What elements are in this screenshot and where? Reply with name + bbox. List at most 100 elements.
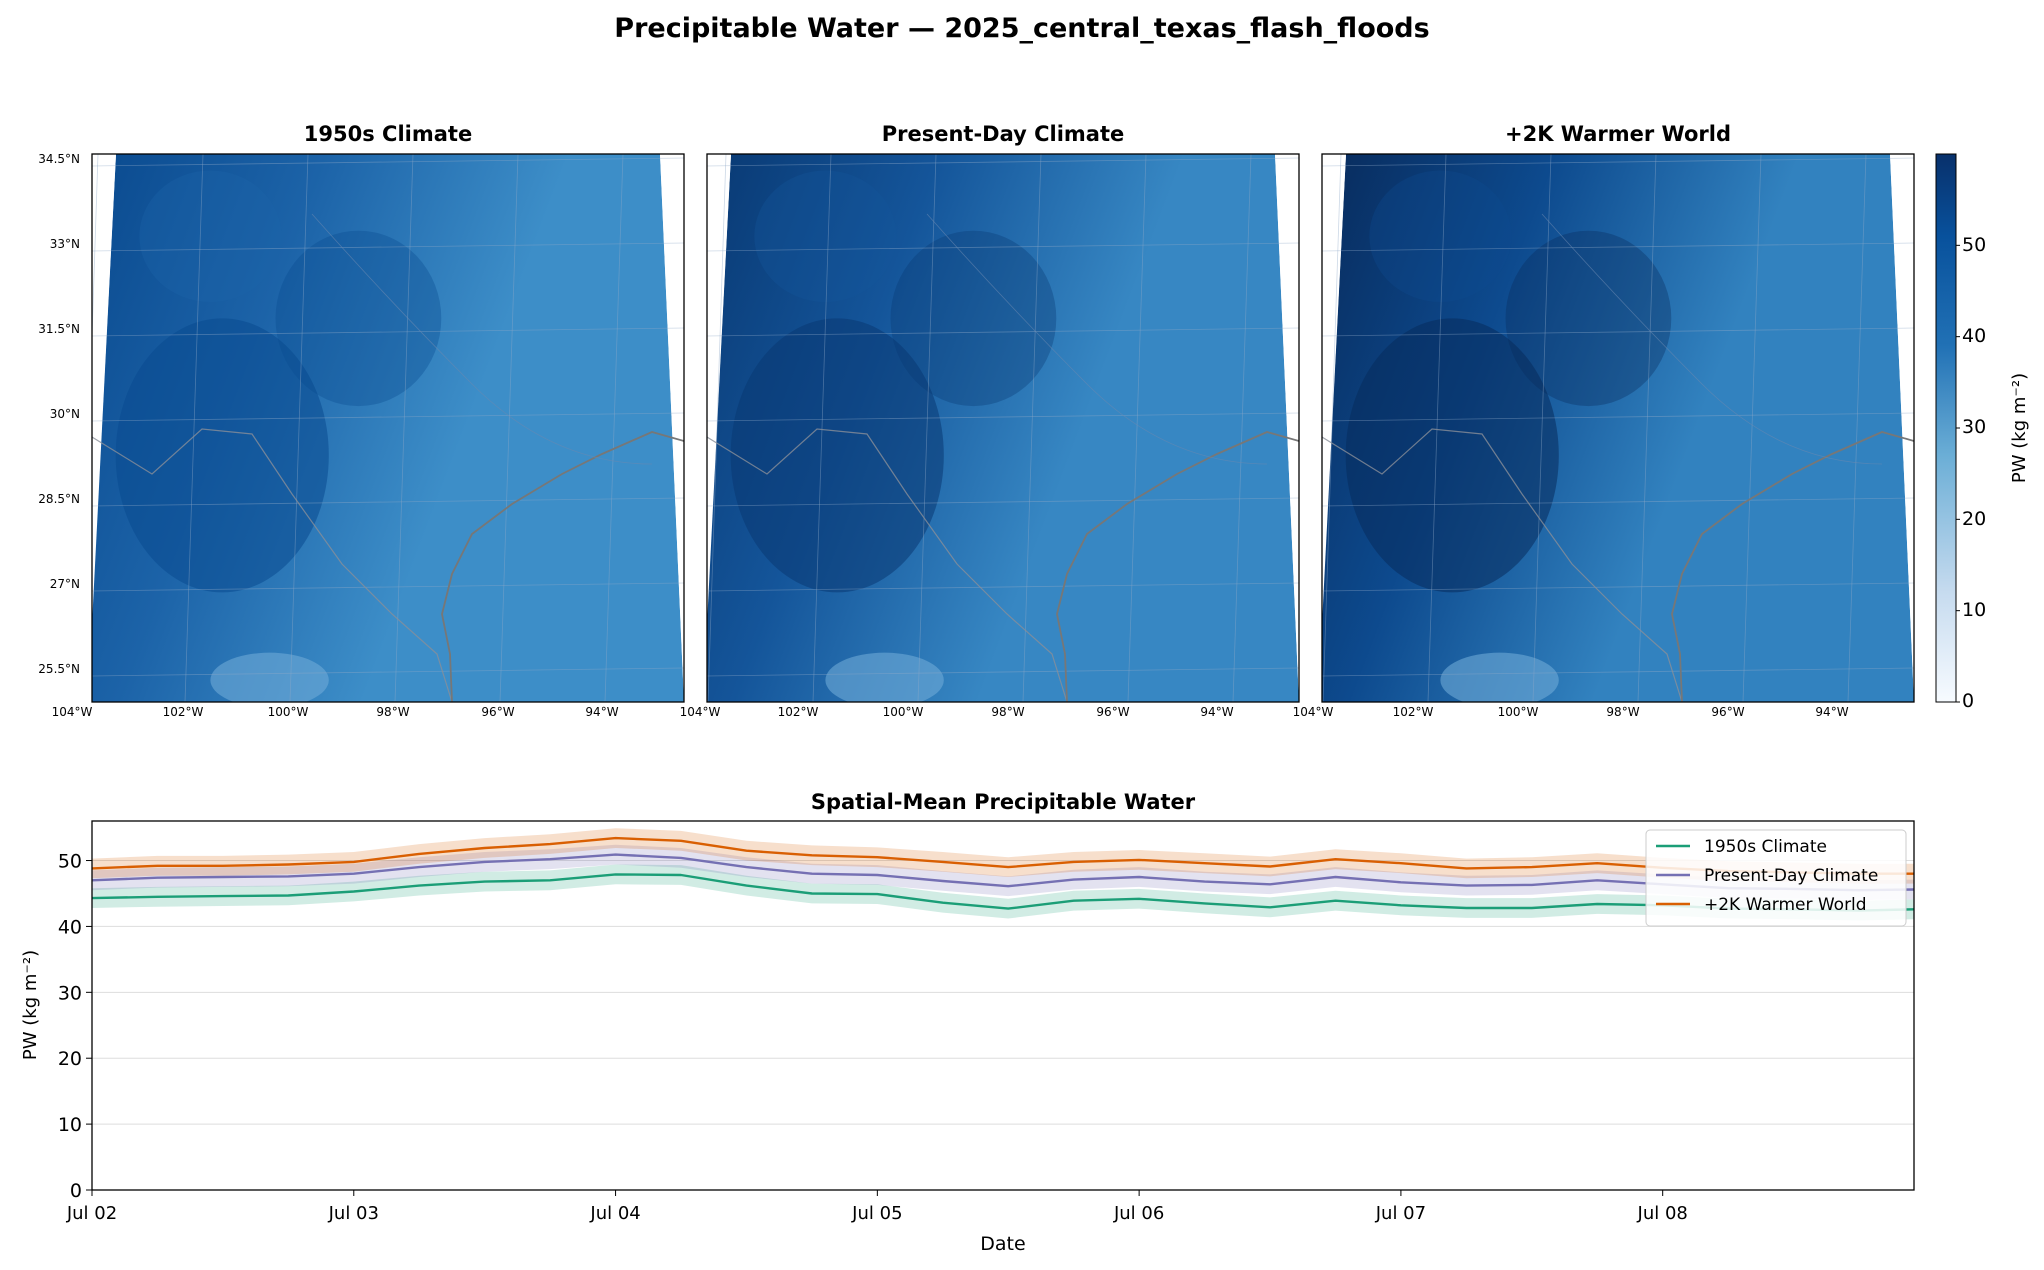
latitude-axis: 34.5°N 33°N 31.5°N 30°N 28.5°N 27°N 25.5… (38, 152, 80, 676)
border-line (92, 428, 453, 702)
river-line (311, 213, 653, 465)
x-tick-label: Jul 07 (1375, 1203, 1426, 1224)
coastline (1671, 431, 1914, 702)
graticule-line (92, 157, 684, 167)
graticule-line (1322, 412, 1914, 422)
lon-tick-label: 94°W (1815, 705, 1848, 719)
lat-tick-label: 28.5°N (38, 492, 80, 506)
chart-title: Spatial-Mean Precipitable Water (811, 790, 1196, 814)
graticule-line (92, 667, 684, 677)
colorbar-tick-label: 30 (1962, 416, 1986, 438)
graticule-line (707, 582, 1299, 592)
graticule-line (917, 154, 937, 702)
map-title-1950s: 1950s Climate (304, 122, 472, 146)
lon-tick-label: 96°W (1096, 705, 1129, 719)
colorbar-gradient (1935, 153, 1957, 703)
graticule-line (92, 582, 684, 592)
colorbar-tick-label: 40 (1962, 325, 1986, 347)
series-line (91, 853, 1915, 892)
lon-tick-label: 102°W (778, 705, 819, 719)
chart-series-lines (91, 836, 1915, 912)
graticule-line (707, 154, 727, 702)
lon-tick-label: 104°W (52, 705, 93, 719)
graticule-line (1427, 154, 1447, 702)
lat-tick-label: 30°N (50, 407, 80, 421)
graticule-line (707, 327, 1299, 337)
lon-tick-label: 104°W (1293, 705, 1334, 719)
lat-tick-label: 27°N (50, 577, 80, 591)
border-line (1322, 428, 1683, 702)
lon-tick-label: 98°W (991, 705, 1024, 719)
uncertainty-band (92, 828, 1914, 884)
graticule-line (92, 412, 684, 422)
graticule-line (92, 242, 684, 252)
graticule-line (1322, 582, 1914, 592)
pw-anomaly (1345, 318, 1559, 593)
lon-tick-label: 100°W (883, 705, 924, 719)
y-tick-label: 20 (58, 1048, 82, 1070)
legend-label-present-day: Present-Day Climate (1704, 866, 1878, 886)
projection-edge (1275, 154, 1299, 702)
lat-tick-label: 31.5°N (38, 322, 80, 336)
graticule-line (604, 154, 624, 702)
y-axis-label: PW (kg m⁻²) (20, 950, 41, 1060)
y-tick-label: 40 (58, 916, 82, 938)
map-panel-plus2k: +2K Warmer World (1321, 122, 1915, 703)
x-tick-label: Jul 02 (66, 1203, 117, 1224)
lon-tick-label: 94°W (1200, 705, 1233, 719)
river-line (926, 213, 1268, 465)
coastline (1056, 431, 1299, 702)
pw-anomaly (210, 652, 329, 702)
graticule-line (1322, 497, 1914, 507)
graticule-line (1532, 154, 1552, 702)
map-title-plus2k: +2K Warmer World (1505, 122, 1731, 146)
pw-field-1950s (92, 154, 684, 702)
pw-anomaly (890, 230, 1057, 407)
lon-tick-label: 98°W (1606, 705, 1639, 719)
map-frame-present-day (706, 153, 1300, 703)
graticule-line (184, 154, 204, 702)
graticule-line (1127, 154, 1147, 702)
y-tick-label: 10 (58, 1114, 82, 1136)
pw-anomaly (1505, 230, 1672, 407)
colorbar-label: PW (kg m⁻²) (2009, 373, 2030, 483)
coastline (441, 431, 684, 702)
graticule-line (1022, 154, 1042, 702)
projection-edge (1890, 154, 1914, 702)
pw-field-present-day (707, 154, 1299, 702)
series-line (91, 873, 1915, 912)
pw-anomaly (1440, 652, 1559, 702)
graticule-line (1847, 154, 1867, 702)
legend-box (1645, 829, 1907, 927)
graticule-line (812, 154, 832, 702)
pw-anomaly (730, 318, 944, 593)
border-line (707, 428, 1068, 702)
lon-tick-label: 98°W (376, 705, 409, 719)
colorbar-tick-label: 10 (1962, 599, 1986, 621)
chart-frame (91, 820, 1915, 1191)
lat-tick-label: 34.5°N (38, 152, 80, 166)
pw-anomaly (1369, 170, 1512, 302)
graticule-line (394, 154, 414, 702)
graticule-line (1322, 667, 1914, 677)
graticule-line (707, 412, 1299, 422)
graticule-line (1742, 154, 1762, 702)
graticule-line (92, 154, 99, 349)
map-panel-1950s: 1950s Climate (91, 122, 685, 703)
graticule-line (1232, 154, 1252, 702)
graticule-line (92, 497, 684, 507)
x-axis-label: Date (980, 1233, 1025, 1255)
map-title-present-day: Present-Day Climate (882, 122, 1125, 146)
x-axis: Jul 02 Jul 03 Jul 04 Jul 05 Jul 06 Jul 07 Jul … (66, 1190, 1688, 1224)
lat-tick-label: 25.5°N (38, 662, 80, 676)
projection-edge (660, 154, 684, 702)
lat-tick-label: 33°N (50, 237, 80, 251)
longitude-axis-present-day: 104°W 102°W 100°W 98°W 96°W 94°W (680, 705, 1234, 719)
y-tick-label: 30 (58, 982, 82, 1004)
timeseries-chart: Spatial-Mean Precipitable Water 0 10 20 30 4… (20, 790, 1915, 1255)
chart-uncertainty-bands (92, 828, 1914, 921)
x-tick-label: Jul 03 (328, 1203, 379, 1224)
y-tick-label: 0 (70, 1180, 82, 1202)
